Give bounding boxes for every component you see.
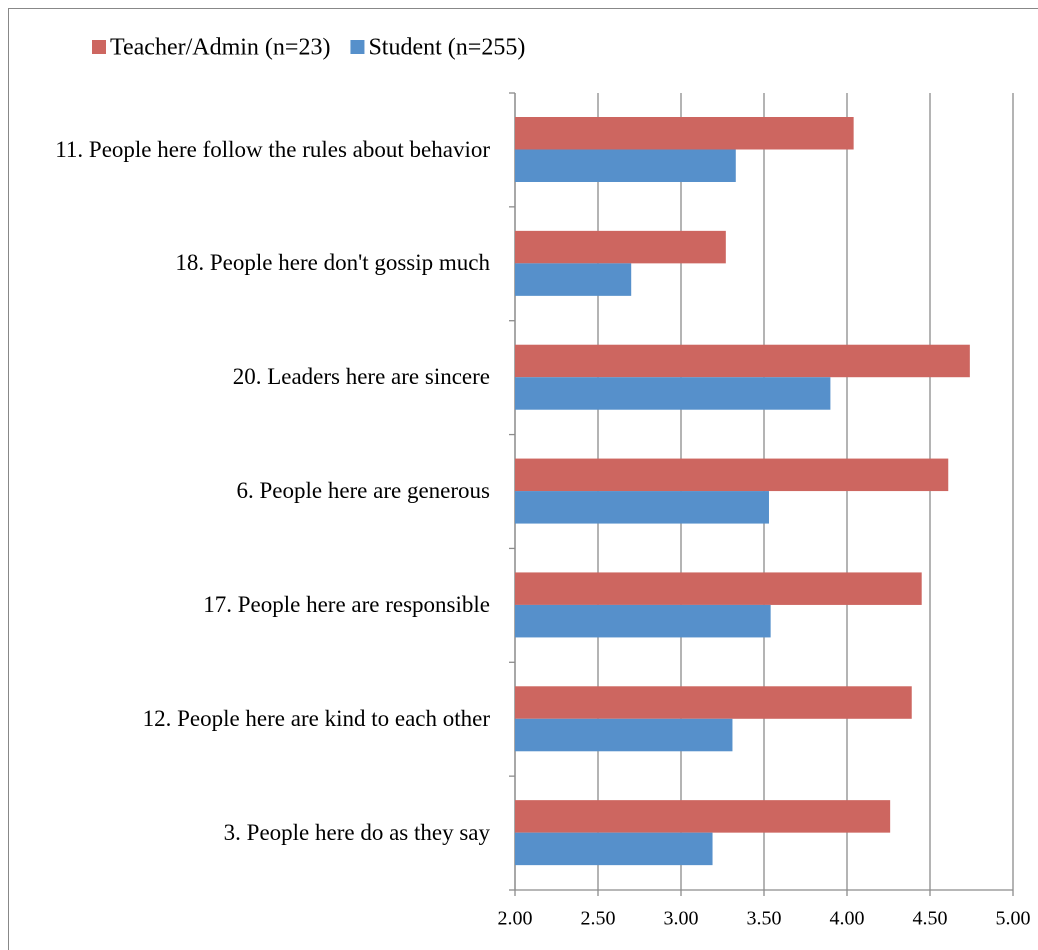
x-tick-label: 2.00 <box>498 908 533 930</box>
bar <box>515 686 912 719</box>
category-label-text: 18. People here don't gossip much <box>175 250 490 276</box>
category-label-text: 17. People here are responsible <box>203 591 490 617</box>
category-label: 6. People here are generous <box>10 476 490 506</box>
category-label-text: 3. People here do as they say <box>223 819 490 845</box>
category-label: 12. People here are kind to each other <box>10 704 490 734</box>
category-label-text: 12. People here are kind to each other <box>142 705 490 731</box>
category-label: 3. People here do as they say <box>10 818 490 848</box>
category-label-text: 6. People here are generous <box>236 478 490 504</box>
category-label: 17. People here are responsible <box>10 590 490 620</box>
category-label: 20. Leaders here are sincere <box>10 362 490 392</box>
bar <box>515 604 771 638</box>
bar <box>515 832 713 866</box>
legend-swatch <box>92 40 106 54</box>
bar <box>515 800 891 833</box>
x-tick-label: 3.00 <box>664 908 699 930</box>
x-tick-label: 2.50 <box>581 908 616 930</box>
chart-border <box>8 8 1038 950</box>
category-label: 11. People here follow the rules about b… <box>10 135 490 165</box>
bar <box>515 377 831 410</box>
x-tick-label: 5.00 <box>996 908 1031 930</box>
bar <box>515 718 733 752</box>
bar <box>515 491 769 524</box>
x-tick-label: 4.00 <box>830 908 865 930</box>
legend-label: Teacher/Admin (n=23) <box>110 35 330 61</box>
category-label-text: 11. People here follow the rules about b… <box>55 136 490 162</box>
x-tick-label: 3.50 <box>747 908 782 930</box>
bar <box>515 458 949 492</box>
category-label-text: 20. Leaders here are sincere <box>232 364 490 390</box>
bar <box>515 572 922 605</box>
bar <box>515 263 632 296</box>
x-tick-label: 4.50 <box>913 908 948 930</box>
legend-swatch <box>350 40 365 54</box>
bar <box>515 117 854 150</box>
legend-label: Student (n=255) <box>368 35 525 61</box>
bar <box>515 149 736 182</box>
bar <box>515 344 970 378</box>
bar <box>515 230 726 264</box>
category-label: 18. People here don't gossip much <box>10 248 490 278</box>
